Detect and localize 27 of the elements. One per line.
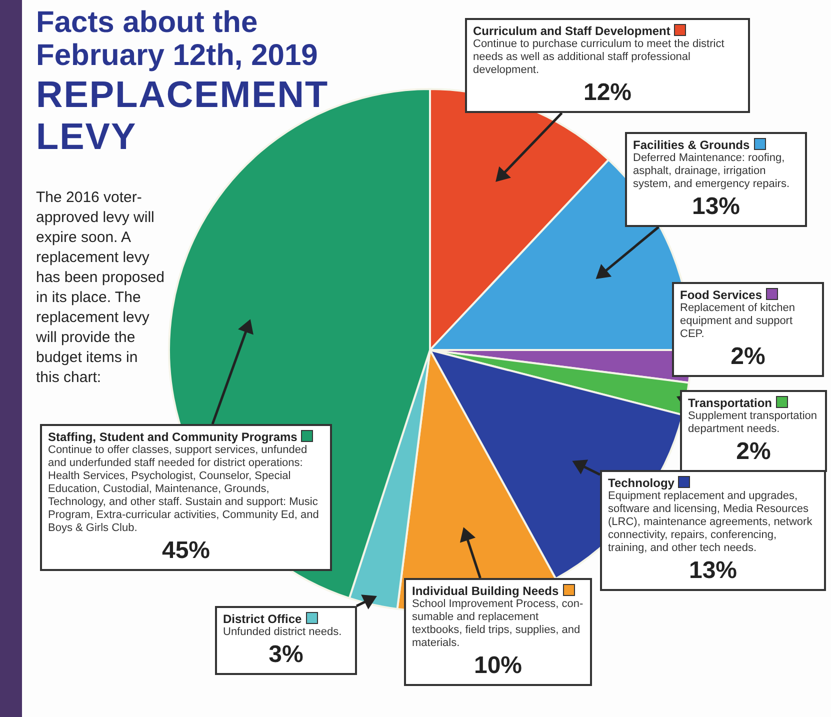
data-label: 10%	[472, 652, 524, 680]
data-label: 12%	[582, 79, 633, 107]
data-label: 13%	[690, 193, 742, 221]
text: Continue to offer classes, support services, unfunded and underfunded staff needed for district operations: Health Services, Psychologist, Counselor, Special Education, Custodial, Maintenance, Grounds, Technology, and other staff. Sustain and support: Music Program, Extra-curricular activities, Community Ed, and Boys & Girls Club.	[48, 444, 319, 534]
data-label: 45%	[160, 537, 212, 565]
legend-label: Staffing, Student and Community Programs	[48, 430, 298, 444]
data-label: 2%	[730, 343, 766, 371]
text: The 2016 voter-approved levy will expire soon. A replacement levy has been proposed in its place. The replacement levy will provide the budget items in this chart:	[36, 189, 164, 386]
legend-label: Food Services	[680, 288, 764, 302]
text: School Improvement Process, con-sumable and replacement textbooks, field trips, supplies, and materials.	[412, 598, 584, 649]
legend-label: Facilities & Grounds	[633, 138, 751, 152]
text: Deferred Maintenance: roofing, asphalt, drainage, irrigation system, and emergency repairs.	[633, 152, 790, 190]
text: Supplement transportation department needs.	[688, 410, 818, 435]
text: Equipment replacement and upgrades, software and licensing, Media Resources (LRC), maintenance agreements, network connectivity, repairs, conferencing, training, and other tech needs.	[608, 490, 812, 554]
chart-title: Facts about the February 12th, 2019	[36, 6, 319, 72]
legend-label: Technology	[608, 476, 676, 490]
legend-label: Curriculum and Staff Development	[473, 24, 672, 38]
data-label: 13%	[688, 557, 738, 585]
text: REPLACEMENT LEVY	[36, 74, 329, 158]
text: Continue to purchase curriculum to meet the district needs as well as additional staff professional development.	[473, 38, 724, 76]
text: Unfunded district needs.	[223, 626, 342, 638]
data-label: 3%	[268, 641, 304, 669]
legend-label: District Office	[223, 612, 303, 626]
data-label: 2%	[735, 438, 772, 466]
text: Replacement of kitchen equipment and support CEP.	[680, 302, 795, 340]
legend-label: Individual Building Needs	[412, 584, 560, 598]
legend-label: Transportation	[688, 396, 774, 410]
